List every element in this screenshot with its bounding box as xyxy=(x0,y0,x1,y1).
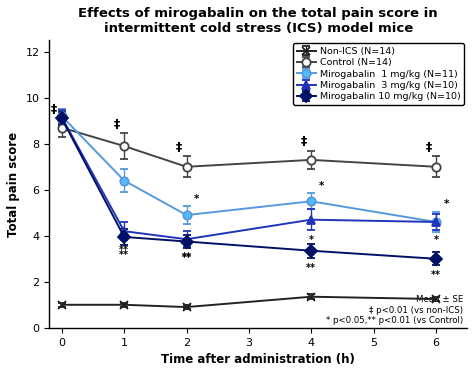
Text: *: * xyxy=(319,181,324,191)
Text: ‡: ‡ xyxy=(114,117,120,131)
Text: ‡: ‡ xyxy=(425,141,431,154)
Text: *: * xyxy=(309,235,314,245)
Text: **: ** xyxy=(431,270,441,280)
Title: Effects of mirogabalin on the total pain score in
intermittent cold stress (ICS): Effects of mirogabalin on the total pain… xyxy=(78,7,438,35)
Text: *: * xyxy=(433,235,438,245)
Text: ‡: ‡ xyxy=(301,135,307,148)
Text: *: * xyxy=(194,194,200,204)
Text: **: ** xyxy=(182,253,191,262)
Text: **: ** xyxy=(119,245,129,256)
X-axis label: Time after administration (h): Time after administration (h) xyxy=(161,353,355,366)
Text: **: ** xyxy=(182,254,191,263)
Text: ‡: ‡ xyxy=(51,103,57,116)
Legend: Non-ICS (N=14), Control (N=14), Mirogabalin  1 mg/kg (N=11), Mirogabalin  3 mg/k: Non-ICS (N=14), Control (N=14), Mirogaba… xyxy=(293,43,464,105)
Text: ‡: ‡ xyxy=(176,141,182,154)
Text: Mean ± SE
‡ p<0.01 (vs non-ICS)
* p<0.05,** p<0.01 (vs Control): Mean ± SE ‡ p<0.01 (vs non-ICS) * p<0.05… xyxy=(326,295,463,325)
Text: *: * xyxy=(443,199,449,209)
Text: **: ** xyxy=(306,263,316,273)
Y-axis label: Total pain score: Total pain score xyxy=(7,131,20,236)
Text: **: ** xyxy=(119,250,129,260)
